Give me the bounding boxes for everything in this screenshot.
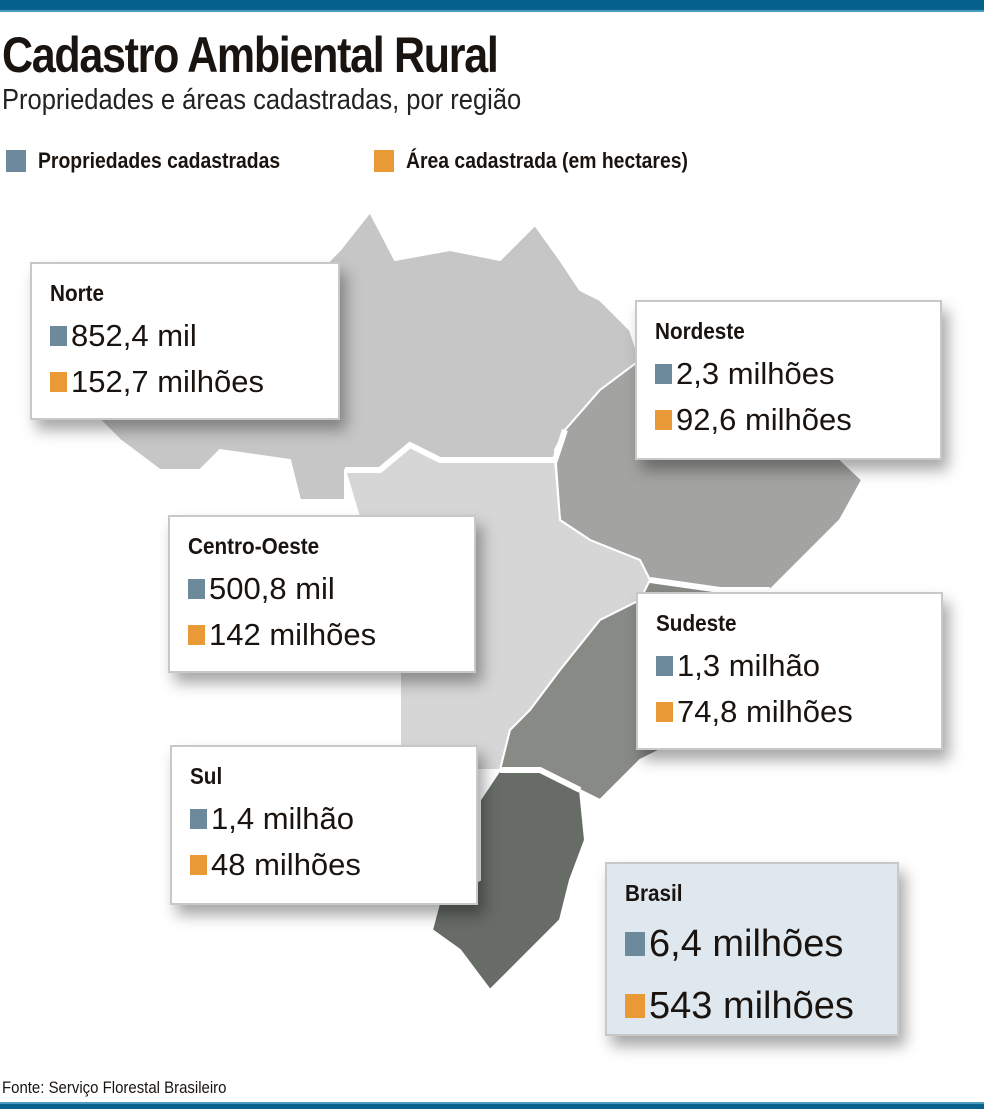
area-value: 142 milhões <box>209 617 377 652</box>
region-name: Sul <box>190 763 223 789</box>
area-value: 152,7 milhões <box>71 364 265 399</box>
source-note: Fonte: Serviço Florestal Brasileiro <box>2 1078 227 1097</box>
properties-square-icon <box>50 326 67 346</box>
border-line <box>649 577 770 593</box>
region-box-nordeste: Nordeste 2,3 milhões 92,6 milhões <box>635 300 942 460</box>
properties-value: 1,3 milhão <box>677 648 821 683</box>
area-value: 74,8 milhões <box>677 694 853 729</box>
properties-square-icon <box>188 579 205 599</box>
region-name: Norte <box>50 280 105 306</box>
region-box-sul: Sul 1,4 milhão 48 milhões <box>170 745 478 905</box>
region-box-brasil: Brasil 6,4 milhões 543 milhões <box>605 862 899 1036</box>
properties-value: 6,4 milhões <box>649 922 844 965</box>
border-line <box>500 767 582 793</box>
area-value: 543 milhões <box>649 984 854 1027</box>
area-square-icon <box>190 855 207 875</box>
properties-value: 2,3 milhões <box>676 356 835 391</box>
border-line <box>345 429 568 473</box>
properties-square-icon <box>656 656 673 676</box>
legend-swatch-blue <box>6 150 26 172</box>
area-value: 48 milhões <box>211 847 361 882</box>
region-box-sudeste: Sudeste 1,3 milhão 74,8 milhões <box>636 592 943 750</box>
page-subtitle: Propriedades e áreas cadastradas, por re… <box>2 84 522 116</box>
area-square-icon <box>188 625 205 645</box>
region-name: Nordeste <box>655 318 745 344</box>
region-name: Centro-Oeste <box>188 533 320 559</box>
area-square-icon <box>50 372 67 392</box>
properties-square-icon <box>655 364 672 384</box>
legend-area: Área cadastrada (em hectares) <box>374 148 726 174</box>
region-name: Brasil <box>625 880 683 906</box>
properties-value: 1,4 milhão <box>211 801 355 836</box>
legend-properties: Propriedades cadastradas <box>6 148 313 174</box>
properties-value: 852,4 mil <box>71 318 197 353</box>
region-box-centro-oeste: Centro-Oeste 500,8 mil 142 milhões <box>168 515 476 673</box>
top-bar <box>0 0 984 12</box>
area-value: 92,6 milhões <box>676 402 852 437</box>
bottom-bar <box>0 1102 984 1109</box>
area-square-icon <box>625 994 645 1018</box>
area-square-icon <box>655 410 672 430</box>
properties-square-icon <box>625 932 645 956</box>
legend-swatch-orange <box>374 150 394 172</box>
page-title: Cadastro Ambiental Rural <box>2 27 499 83</box>
properties-square-icon <box>190 809 207 829</box>
region-name: Sudeste <box>656 610 737 636</box>
properties-value: 500,8 mil <box>209 571 335 606</box>
legend-label: Área cadastrada (em hectares) <box>406 148 688 173</box>
legend-label: Propriedades cadastradas <box>38 148 281 173</box>
region-box-norte: Norte 852,4 mil 152,7 milhões <box>30 262 340 420</box>
area-square-icon <box>656 702 673 722</box>
